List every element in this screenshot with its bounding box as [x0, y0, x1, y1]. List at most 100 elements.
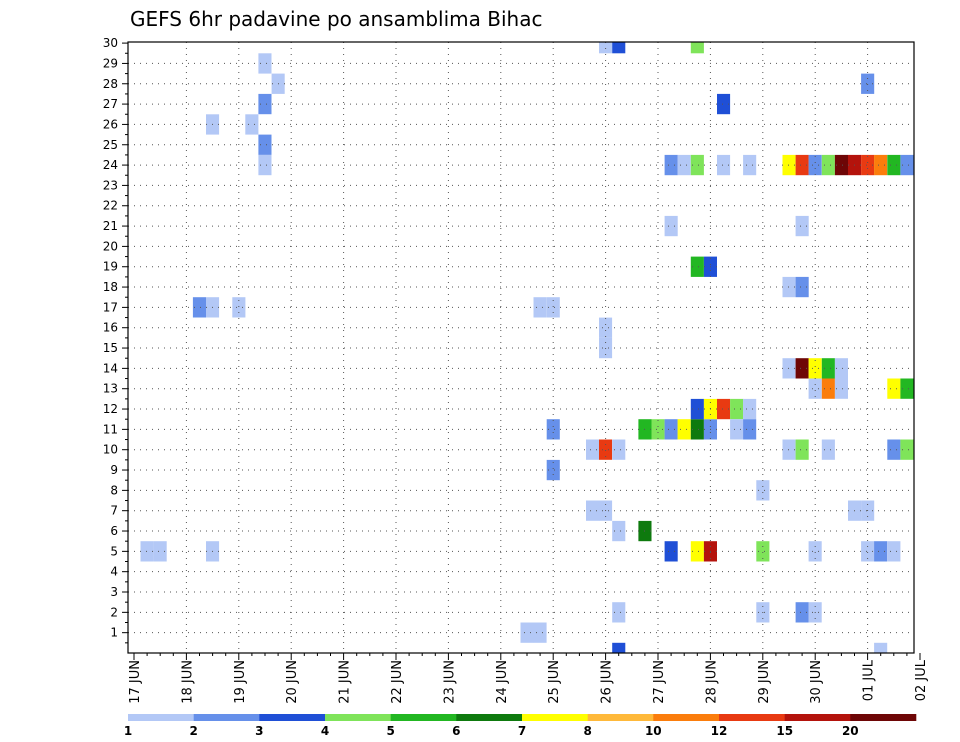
precip-cell — [690, 256, 704, 277]
precip-cell — [808, 154, 822, 176]
precip-cell — [730, 398, 744, 420]
x-date-label: 01 JUL — [862, 659, 877, 701]
precipitation-cells — [140, 42, 914, 653]
precip-cell — [690, 419, 704, 440]
colorbar-label: 8 — [584, 724, 592, 738]
precip-cell — [730, 419, 744, 440]
precip-cell — [743, 398, 757, 420]
precip-cell — [612, 439, 626, 460]
chart-title: GEFS 6hr padavine po ansamblima Bihac — [130, 7, 542, 31]
precip-cell — [874, 541, 888, 562]
precip-cell — [690, 398, 704, 420]
precip-cell — [533, 297, 547, 318]
precip-cell — [874, 154, 888, 176]
precip-cell — [599, 439, 613, 460]
precip-cell — [795, 276, 809, 298]
colorbar-label: 20 — [842, 724, 859, 738]
precip-cell — [795, 602, 809, 623]
colorbar-swatch — [325, 714, 391, 721]
precip-cell — [153, 541, 167, 562]
precip-cell — [821, 154, 835, 176]
y-tick-label: 26 — [103, 117, 118, 131]
precip-cell — [546, 297, 560, 318]
y-tick-label: 9 — [110, 463, 118, 477]
colorbar-swatch — [522, 714, 588, 721]
x-date-label: 24 JUN — [495, 660, 510, 704]
precip-cell — [651, 419, 665, 440]
x-axis-date-ticks: 17 JUN 18 JUN 19 JUN 20 JUN 21 JUN 22 JUN 23 J… — [128, 653, 929, 704]
precip-cell — [258, 53, 272, 74]
y-tick-label: 22 — [103, 199, 118, 213]
colorbar-label: 15 — [776, 724, 793, 738]
y-tick-label: 20 — [103, 239, 118, 253]
colorbar-swatch — [784, 714, 851, 721]
precip-cell — [546, 459, 560, 481]
y-tick-label: 29 — [103, 56, 118, 70]
y-tick-label: 17 — [103, 300, 118, 314]
x-date-label: 29 JUN — [757, 660, 772, 704]
precip-cell — [612, 42, 626, 54]
precip-cell — [887, 154, 901, 176]
y-tick-label: 6 — [110, 524, 118, 538]
precip-cell — [782, 358, 796, 379]
precip-cell — [612, 520, 626, 542]
precip-cell — [834, 378, 848, 399]
y-tick-label: 11 — [103, 422, 118, 436]
colorbar-swatch — [193, 714, 260, 721]
precip-cell — [586, 439, 600, 460]
precip-cell — [834, 358, 848, 379]
y-tick-label: 21 — [103, 219, 118, 233]
x-date-label: 19 JUN — [233, 660, 248, 704]
plot-frame — [127, 41, 915, 654]
precip-cell — [677, 154, 691, 176]
y-tick-label: 4 — [110, 565, 118, 579]
precip-cell — [782, 154, 796, 176]
precip-cell — [546, 419, 560, 440]
y-tick-label: 16 — [103, 321, 118, 335]
precip-cell — [756, 480, 770, 501]
y-tick-label: 12 — [103, 402, 118, 416]
precip-cell — [795, 439, 809, 460]
x-date-label: 22 JUN — [390, 660, 405, 704]
y-tick-label: 25 — [103, 138, 118, 152]
colorbar-swatch — [456, 714, 523, 721]
precip-cell — [717, 398, 731, 420]
colorbar-legend: 1 2 3 4 5 6 7 8 10 12 15 20 — [124, 714, 917, 738]
colorbar-swatch — [390, 714, 457, 721]
colorbar-label: 1 — [124, 724, 132, 738]
y-tick-label: 15 — [103, 341, 118, 355]
precip-cell — [900, 154, 914, 176]
precip-cell — [887, 439, 901, 460]
y-tick-label: 5 — [110, 544, 118, 558]
dotted-grid — [128, 42, 914, 653]
precip-cell — [821, 378, 835, 399]
y-tick-label: 23 — [103, 178, 118, 192]
colorbar-label: 7 — [518, 724, 526, 738]
precip-cell — [900, 439, 914, 460]
y-tick-label: 8 — [110, 483, 118, 497]
colorbar-swatch — [719, 714, 785, 721]
precip-cell — [245, 114, 259, 135]
precip-cell — [664, 154, 678, 176]
colorbar-swatch — [587, 714, 654, 721]
precip-cell — [717, 154, 731, 176]
precip-cell — [664, 541, 678, 562]
y-tick-label: 13 — [103, 382, 118, 396]
precip-cell — [743, 419, 757, 440]
y-tick-label: 27 — [103, 97, 118, 111]
y-tick-label: 1 — [110, 626, 118, 640]
precip-cell — [586, 500, 600, 521]
precip-cell — [690, 154, 704, 176]
precip-cell — [795, 215, 809, 237]
y-tick-label: 30 — [103, 36, 118, 50]
x-date-label: 27 JUN — [652, 660, 667, 704]
precip-cell — [690, 42, 704, 54]
x-date-label: 30 JUN — [809, 660, 824, 704]
precip-cell — [599, 317, 613, 338]
precip-cell — [821, 358, 835, 379]
x-date-label: 21 JUN — [338, 660, 353, 704]
colorbar-label: 10 — [645, 724, 662, 738]
colorbar-label: 2 — [190, 724, 198, 738]
y-tick-label: 10 — [103, 443, 118, 457]
